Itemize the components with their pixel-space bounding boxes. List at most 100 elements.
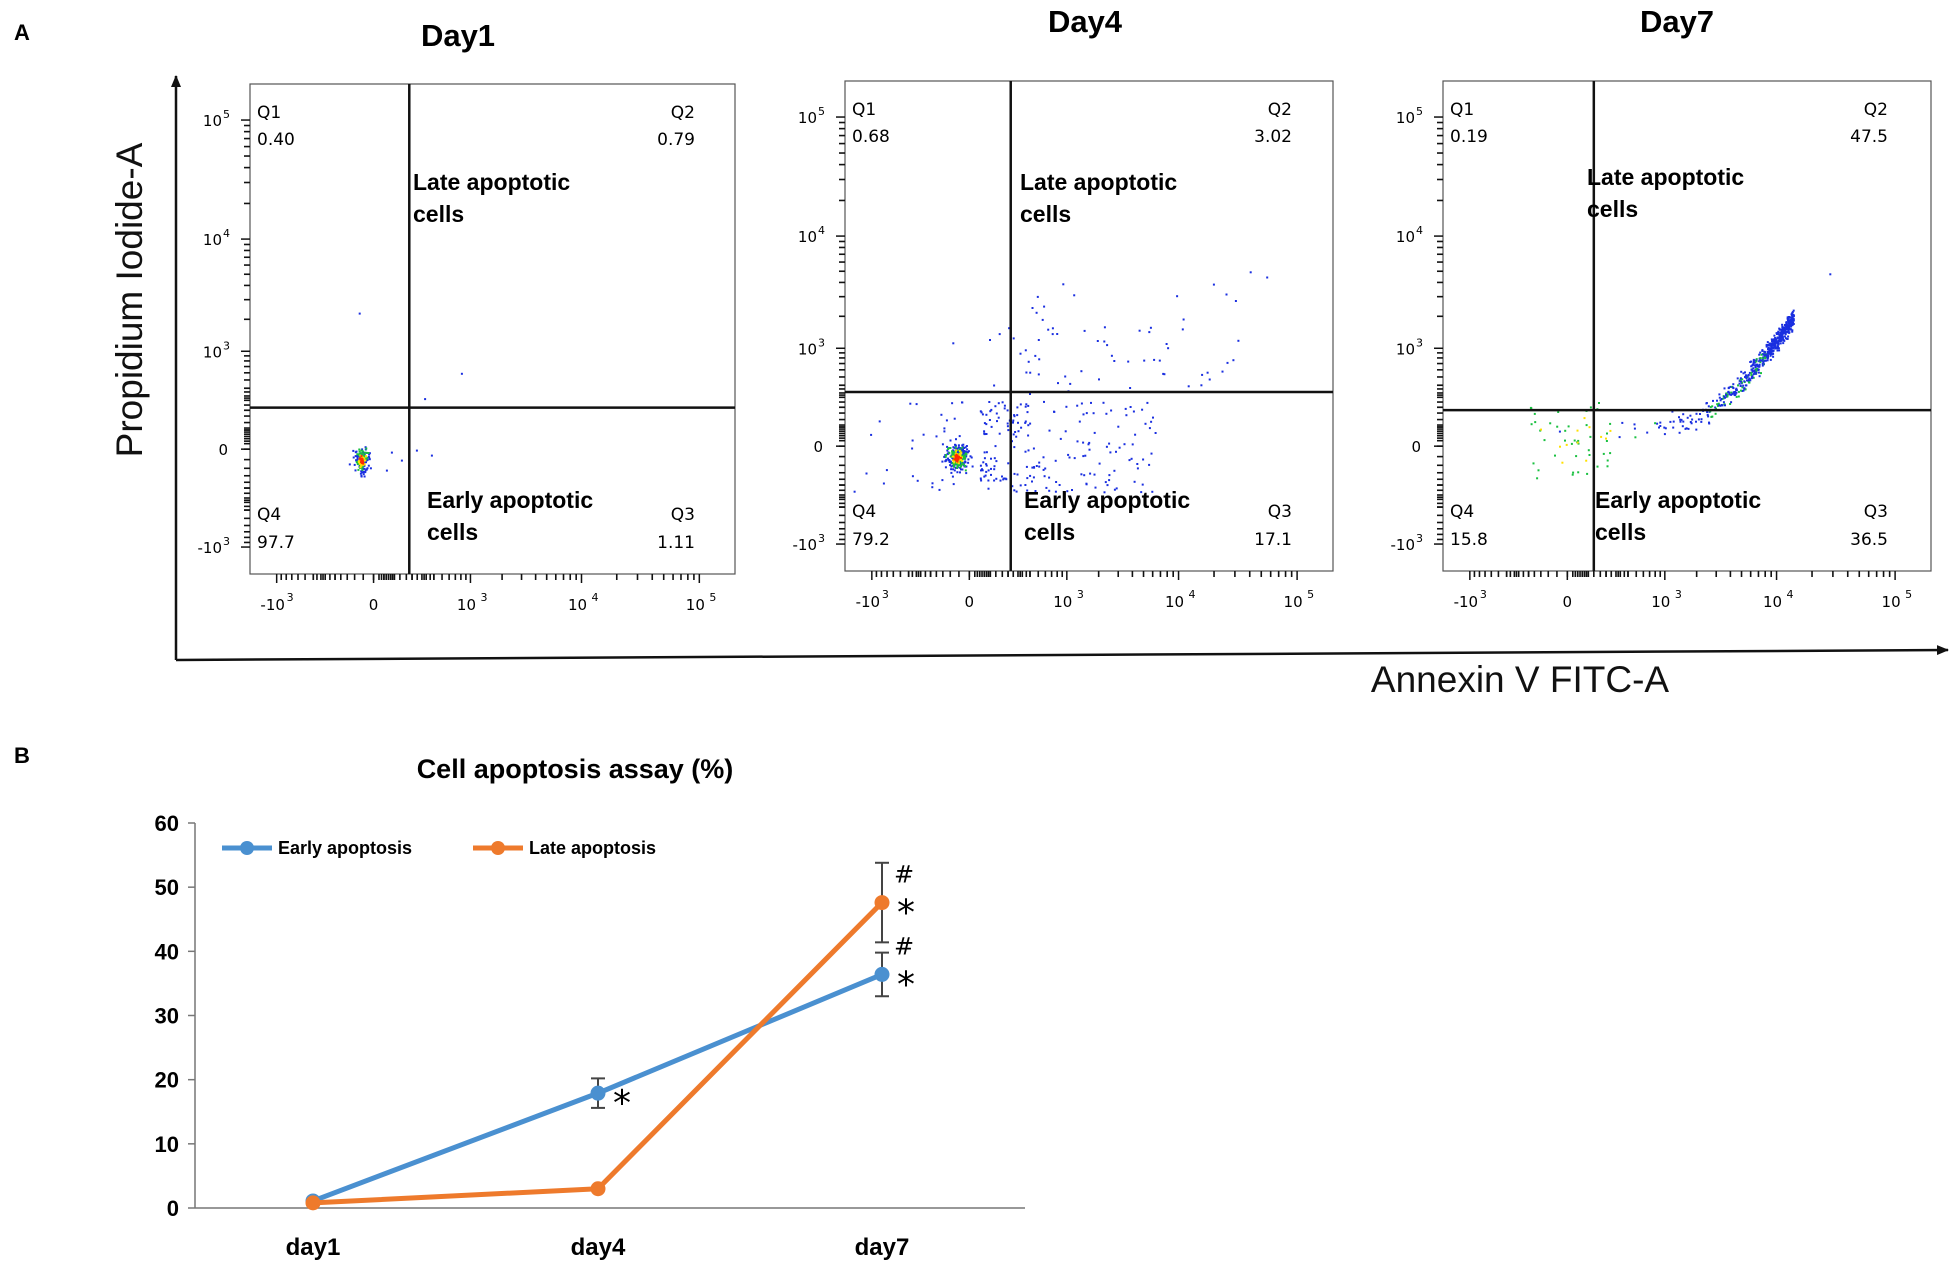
scatter-point [1737, 390, 1740, 393]
scatter-point [951, 453, 954, 456]
scatter-point [987, 479, 990, 482]
scatter-point [1748, 378, 1751, 381]
scatter-point [965, 465, 968, 468]
scatter-point [959, 447, 962, 450]
scatter-point [985, 451, 988, 454]
scatter-point [963, 447, 966, 449]
scatter-point [1733, 392, 1736, 395]
scatter-point [960, 451, 963, 454]
scatter-layer [853, 271, 1269, 494]
scatter-point [415, 449, 418, 452]
scatter-point [1791, 329, 1794, 332]
scatter-point [995, 477, 998, 480]
scatter-point [1718, 396, 1721, 399]
series-line-late [312, 900, 884, 1206]
x-tick-exponent: 3 [1480, 588, 1487, 601]
scatter-point [957, 449, 960, 452]
y-tick-label: 10 [798, 340, 817, 358]
scatter-point [1012, 337, 1015, 340]
scatter-point [1605, 440, 1608, 442]
scatter-point [1779, 342, 1782, 345]
q2-name: Q2 [1864, 100, 1888, 120]
scatter-point [1140, 491, 1143, 494]
scatter-point [361, 459, 364, 462]
scatter-point [956, 466, 958, 469]
scatter-point [964, 464, 966, 467]
scatter-point [1684, 427, 1687, 430]
scatter-point [1226, 361, 1229, 364]
scatter-point [1013, 415, 1016, 418]
scatter-point [1782, 327, 1785, 330]
scatter-point [969, 455, 972, 458]
panel-b-label: B [14, 743, 30, 768]
scatter-point [1717, 404, 1719, 407]
scatter-point [1573, 439, 1576, 442]
scatter-point [949, 447, 952, 449]
scatter-point [944, 466, 947, 469]
y-tick-exponent: 5 [818, 105, 825, 118]
scatter-point [1751, 364, 1754, 367]
scatter-point [1761, 362, 1764, 365]
scatter-point [1073, 457, 1076, 460]
scatter-point [1104, 481, 1107, 484]
scatter-point [1026, 489, 1029, 492]
scatter-point [1755, 358, 1758, 361]
scatter-point [1558, 430, 1561, 433]
scatter-point [955, 453, 958, 456]
scatter-point [1609, 429, 1612, 432]
scatter-point [358, 450, 361, 453]
legend-label: Early apoptosis [278, 838, 412, 858]
x-tick-label: day1 [286, 1234, 341, 1261]
q1-name: Q1 [1450, 100, 1474, 120]
q4-name: Q4 [852, 502, 876, 522]
scatter-point [1757, 368, 1760, 371]
scatter-point [945, 458, 948, 461]
flow-plot-day4: Day4 Q1 0.68 Q2 3.02 Q3 17.1 Q4 79.2 Lat… [793, 4, 1334, 611]
scatter-point [955, 438, 957, 441]
scatter-point [362, 463, 365, 466]
scatter-point [1016, 473, 1019, 476]
scatter-point [1007, 429, 1010, 432]
scatter-point [1744, 384, 1747, 387]
q3-name: Q3 [671, 505, 695, 525]
scatter-point [985, 470, 988, 473]
scatter-point [965, 472, 968, 475]
scatter-point [993, 465, 996, 468]
scatter-point [1680, 418, 1683, 421]
scatter-point [1038, 358, 1041, 361]
scatter-point [1064, 430, 1067, 433]
scatter-point [1739, 377, 1742, 380]
scatter-point [1533, 412, 1536, 415]
scatter-point [1083, 474, 1086, 477]
x-tick-label: 0 [965, 593, 975, 611]
scatter-point [1109, 451, 1112, 454]
scatter-point [962, 452, 965, 455]
scatter-point [1742, 372, 1745, 375]
scatter-point [1781, 325, 1784, 328]
scatter-point [360, 470, 363, 473]
scatter-point [360, 455, 363, 458]
scatter-point [1143, 359, 1146, 362]
scatter-point [962, 455, 965, 458]
scatter-point [987, 469, 990, 472]
scatter-point [951, 402, 954, 405]
scatter-point [1732, 391, 1735, 394]
scatter-point [1148, 331, 1151, 334]
scatter-point [356, 458, 359, 461]
scatter-point [358, 462, 361, 465]
scatter-point [1754, 366, 1757, 369]
early-label: Early apoptotic [1024, 487, 1190, 513]
scatter-point [1006, 422, 1009, 425]
scatter-point [1728, 393, 1731, 396]
scatter-point [1762, 353, 1764, 356]
scatter-point [1685, 427, 1688, 430]
scatter-point [1073, 294, 1076, 297]
scatter-point [365, 447, 368, 450]
scatter-point [1659, 421, 1662, 424]
scatter-point [1757, 371, 1760, 374]
scatter-point [1755, 369, 1758, 372]
scatter-point [988, 419, 991, 421]
x-tick-label: 10 [1165, 593, 1184, 611]
scatter-point [994, 445, 997, 448]
scatter-point [1654, 422, 1657, 425]
